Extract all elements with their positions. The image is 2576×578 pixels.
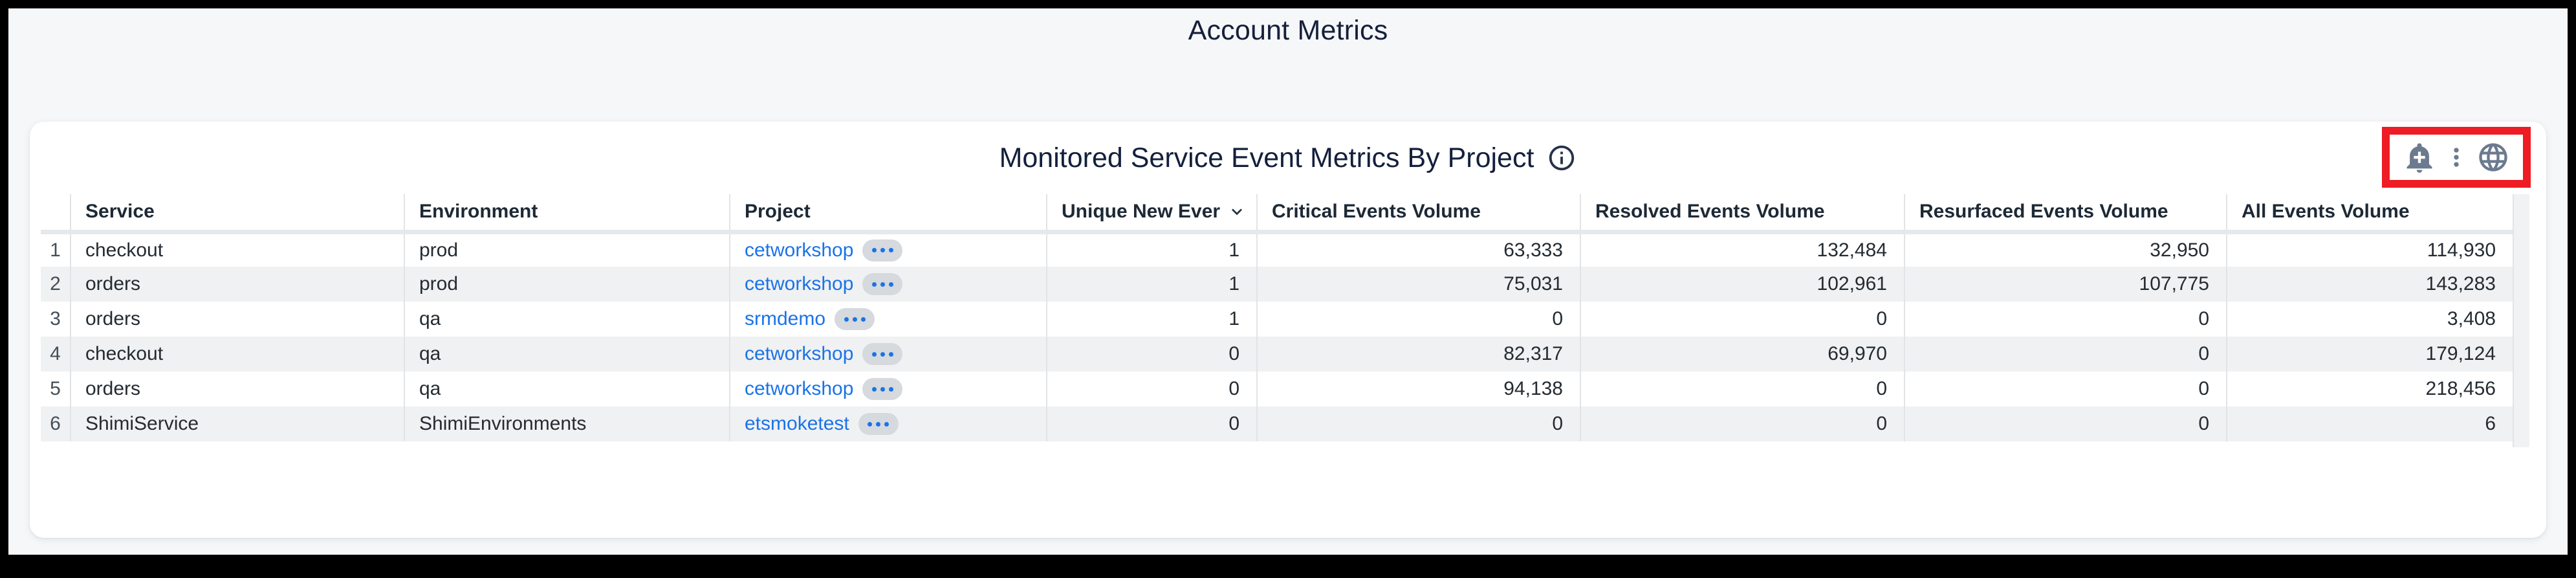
project-link[interactable]: cetworkshop bbox=[745, 343, 854, 364]
cell-unique-new-events: 1 bbox=[1046, 267, 1257, 302]
column-header-unique-new-events[interactable]: Unique New Ever bbox=[1046, 194, 1257, 232]
cell-all-events-volume: 114,930 bbox=[2226, 229, 2513, 267]
project-link[interactable]: cetworkshop bbox=[745, 378, 854, 399]
cell-resurfaced-events-volume: 0 bbox=[1904, 406, 2227, 441]
column-header-index bbox=[41, 194, 71, 232]
project-link[interactable]: cetworkshop bbox=[745, 273, 854, 295]
cell-row-index: 2 bbox=[50, 273, 61, 295]
cell-unique-new-events: 1 bbox=[1046, 302, 1257, 337]
table-row: 5 orders qa cetworkshop 0 94,138 0 0 218,456 bbox=[41, 372, 2513, 406]
cell-project: srmdemo bbox=[729, 302, 1047, 337]
column-header-resurfaced-events-volume[interactable]: Resurfaced Events Volume bbox=[1904, 194, 2227, 232]
project-link[interactable]: etsmoketest bbox=[745, 413, 849, 434]
cell-row-index: 1 bbox=[41, 229, 71, 267]
cell-project: cetworkshop bbox=[729, 372, 1047, 406]
cell-resolved-events-volume: 0 bbox=[1580, 302, 1905, 337]
cell-service: checkout bbox=[70, 337, 404, 372]
cell-critical-events-volume: 82,317 bbox=[1256, 337, 1580, 372]
add-alert-bell-icon[interactable] bbox=[2403, 140, 2436, 174]
sort-chevron-down-icon[interactable] bbox=[1227, 201, 1247, 222]
cell-service: orders bbox=[70, 302, 404, 337]
cell-resolved-events-volume: 69,970 bbox=[1580, 337, 1905, 372]
dashboard-page: Account Metrics Monitored Service Event … bbox=[8, 8, 2568, 555]
project-details-ellipsis-badge[interactable] bbox=[858, 413, 899, 435]
more-options-kebab-icon[interactable] bbox=[2440, 140, 2473, 174]
cell-critical-events-volume: 63,333 bbox=[1256, 229, 1580, 267]
cell-resolved-events-volume: 0 bbox=[1580, 406, 1905, 441]
column-header-resolved-events-volume[interactable]: Resolved Events Volume bbox=[1580, 194, 1905, 232]
cell-resurfaced-events-volume: 107,775 bbox=[1904, 267, 2227, 302]
cell-unique-new-events: 1 bbox=[1046, 229, 1257, 267]
column-header-environment[interactable]: Environment bbox=[404, 194, 730, 232]
cell-project: etsmoketest bbox=[729, 406, 1047, 441]
cell-all-events-volume: 179,124 bbox=[2226, 337, 2513, 372]
column-header-service[interactable]: Service bbox=[70, 194, 404, 232]
cell-row-index: 4 bbox=[50, 343, 61, 364]
cell-service: ShimiService bbox=[70, 406, 404, 441]
table-body: 1 checkout prod cetworkshop 1 63,333 132,484 32… bbox=[41, 229, 2513, 441]
cell-resolved-events-volume: 0 bbox=[1580, 372, 1905, 406]
cell-all-events-volume: 3,408 bbox=[2226, 302, 2513, 337]
cell-critical-events-volume: 75,031 bbox=[1256, 267, 1580, 302]
cell-environment: qa bbox=[404, 337, 730, 372]
cell-critical-events-volume: 0 bbox=[1256, 406, 1580, 441]
globe-icon[interactable] bbox=[2476, 140, 2510, 174]
table-row: 4 checkout qa cetworkshop 0 82,317 69,970 0 179,… bbox=[41, 337, 2513, 372]
cell-environment: prod bbox=[404, 267, 730, 302]
cell-row-index: 6 bbox=[50, 413, 61, 434]
widget-title-row: Monitored Service Event Metrics By Proje… bbox=[30, 139, 2546, 177]
cell-environment: qa bbox=[404, 302, 730, 337]
page-title: Account Metrics bbox=[1188, 15, 1388, 46]
cell-environment: qa bbox=[404, 372, 730, 406]
info-icon[interactable] bbox=[1547, 143, 1577, 173]
cell-project: cetworkshop bbox=[729, 337, 1047, 372]
project-details-ellipsis-badge[interactable] bbox=[835, 308, 875, 330]
cell-service: orders bbox=[70, 372, 404, 406]
cell-all-events-volume: 218,456 bbox=[2226, 372, 2513, 406]
table-row: 1 checkout prod cetworkshop 1 63,333 132,484 32… bbox=[41, 229, 2513, 267]
cell-unique-new-events: 0 bbox=[1046, 372, 1257, 406]
cell-resolved-events-volume: 102,961 bbox=[1580, 267, 1905, 302]
cell-critical-events-volume: 0 bbox=[1256, 302, 1580, 337]
table-header-row: Service Environment Project Unique New E… bbox=[41, 194, 2513, 232]
cell-service: orders bbox=[70, 267, 404, 302]
project-details-ellipsis-badge[interactable] bbox=[862, 239, 903, 261]
project-details-ellipsis-badge[interactable] bbox=[862, 343, 903, 365]
table-row: 6 ShimiService ShimiEnvironments etsmoketes… bbox=[41, 406, 2513, 441]
project-details-ellipsis-badge[interactable] bbox=[862, 378, 903, 400]
column-header-critical-events-volume[interactable]: Critical Events Volume bbox=[1256, 194, 1580, 232]
project-details-ellipsis-badge[interactable] bbox=[862, 273, 903, 295]
project-link[interactable]: srmdemo bbox=[745, 308, 826, 329]
cell-all-events-volume: 6 bbox=[2226, 406, 2513, 441]
column-header-project[interactable]: Project bbox=[729, 194, 1047, 232]
cell-resurfaced-events-volume: 0 bbox=[1904, 372, 2227, 406]
widget-card: Monitored Service Event Metrics By Proje… bbox=[30, 122, 2546, 538]
highlight-annotation-box bbox=[2382, 127, 2531, 188]
cell-project: cetworkshop bbox=[729, 229, 1047, 267]
cell-resolved-events-volume: 132,484 bbox=[1580, 229, 1905, 267]
cell-all-events-volume: 143,283 bbox=[2226, 267, 2513, 302]
cell-resurfaced-events-volume: 0 bbox=[1904, 337, 2227, 372]
cell-row-index: 5 bbox=[50, 378, 61, 399]
column-header-all-events-volume[interactable]: All Events Volume bbox=[2226, 194, 2513, 232]
metrics-table: Service Environment Project Unique New E… bbox=[41, 194, 2513, 441]
cell-project: cetworkshop bbox=[729, 267, 1047, 302]
cell-resurfaced-events-volume: 0 bbox=[1904, 302, 2227, 337]
cell-row-index: 3 bbox=[50, 308, 61, 329]
cell-service: checkout bbox=[70, 229, 404, 267]
project-link[interactable]: cetworkshop bbox=[745, 239, 854, 261]
cell-environment: ShimiEnvironments bbox=[404, 406, 730, 441]
cell-unique-new-events: 0 bbox=[1046, 406, 1257, 441]
table-row: 3 orders qa srmdemo 1 0 0 0 3,408 bbox=[41, 302, 2513, 337]
cell-environment: prod bbox=[404, 229, 730, 267]
table-scroll-gutter[interactable] bbox=[2513, 194, 2529, 447]
cell-critical-events-volume: 94,138 bbox=[1256, 372, 1580, 406]
cell-unique-new-events: 0 bbox=[1046, 337, 1257, 372]
widget-title: Monitored Service Event Metrics By Proje… bbox=[999, 142, 1534, 173]
cell-resurfaced-events-volume: 32,950 bbox=[1904, 229, 2227, 267]
table-row: 2 orders prod cetworkshop 1 75,031 102,961 107,… bbox=[41, 267, 2513, 302]
